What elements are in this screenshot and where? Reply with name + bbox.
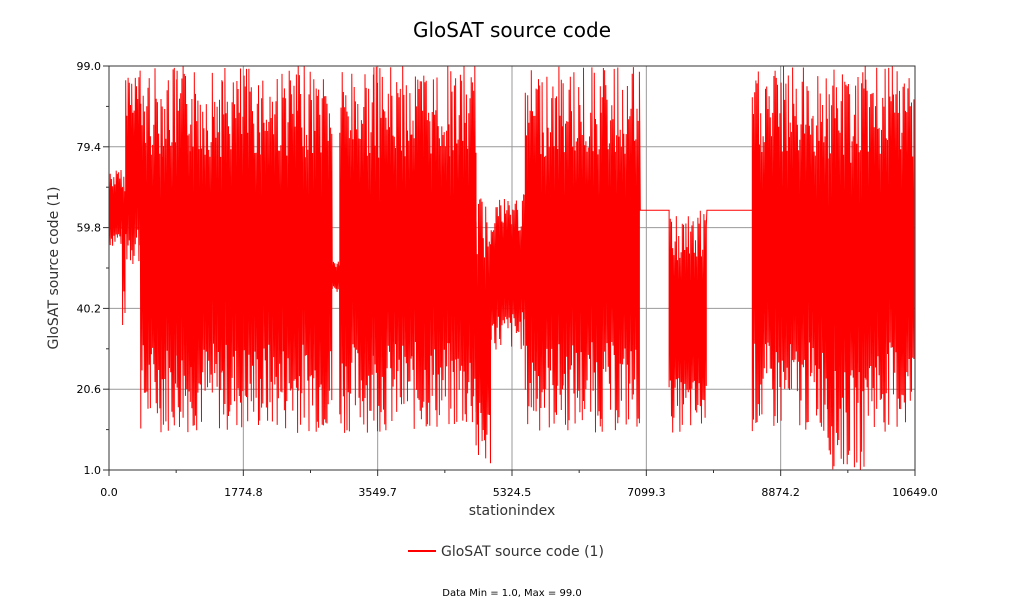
y-axis: 1.0 20.6 40.2 59.8 79.4 99.0	[77, 60, 109, 477]
x-tick-label: 8874.2	[761, 486, 800, 499]
y-tick-label: 1.0	[84, 464, 102, 477]
plot-area	[108, 66, 915, 470]
x-tick-label: 0.0	[100, 486, 118, 499]
series-line	[108, 66, 915, 470]
y-tick-label: 20.6	[77, 383, 102, 396]
x-axis: 0.0 1774.8 3549.7 5324.5 7099.3 8874.2 10649.0	[100, 470, 938, 499]
legend: GloSAT source code (1)	[408, 544, 604, 560]
chart-title: GloSAT source code	[413, 18, 611, 42]
legend-label: GloSAT source code (1)	[441, 544, 604, 560]
y-tick-label: 79.4	[77, 141, 102, 154]
y-tick-label: 59.8	[77, 222, 102, 235]
y-tick-label: 99.0	[77, 60, 102, 73]
x-tick-label: 7099.3	[627, 486, 666, 499]
x-axis-label: stationindex	[469, 503, 555, 519]
x-tick-label: 1774.8	[224, 486, 263, 499]
x-tick-label: 5324.5	[493, 486, 532, 499]
x-tick-label: 3549.7	[358, 486, 397, 499]
y-tick-label: 40.2	[77, 302, 102, 315]
data-range-note: Data Min = 1.0, Max = 99.0	[442, 588, 581, 599]
x-tick-label: 10649.0	[892, 486, 938, 499]
y-axis-label: GloSAT source code (1)	[46, 187, 62, 350]
